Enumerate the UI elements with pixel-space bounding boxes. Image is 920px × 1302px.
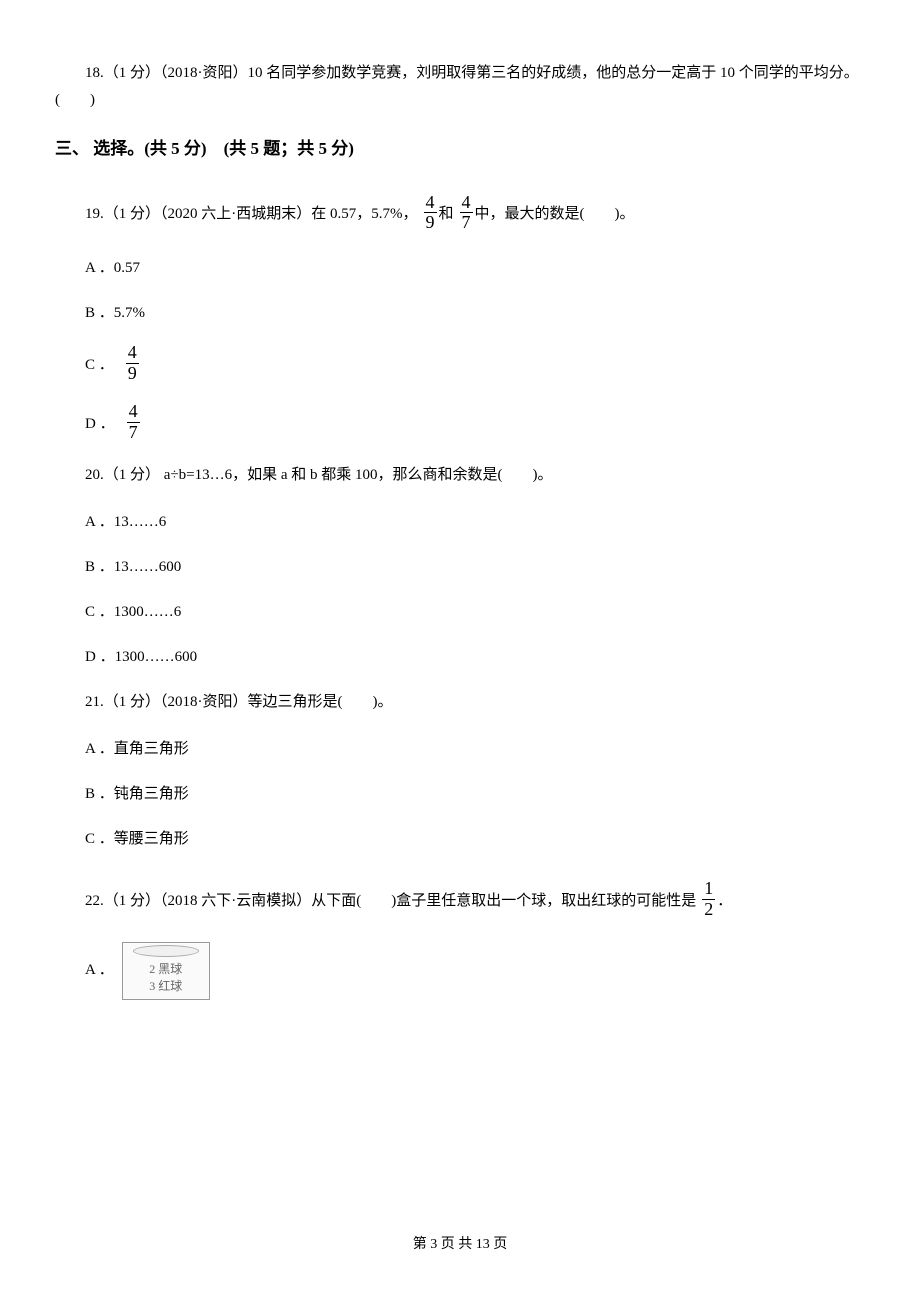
question-21: 21.（1 分）（2018·资阳）等边三角形是( )。 <box>55 689 865 716</box>
question-19-option-b: B ．5.7% <box>55 300 865 327</box>
question-22: 22.（1 分）（2018 六下·云南模拟）从下面( )盒子里任意取出一个球，取… <box>55 881 865 922</box>
question-18-text: 18.（1 分）（2018·资阳）10 名同学参加数学竞赛，刘明取得第三名的好成… <box>55 65 859 108</box>
question-18: 18.（1 分）（2018·资阳）10 名同学参加数学竞赛，刘明取得第三名的好成… <box>55 60 865 114</box>
section-3-heading: 三、 选择。(共 5 分) (共 5 题；共 5 分) <box>55 134 865 165</box>
question-21-text: 21.（1 分）（2018·资阳）等边三角形是( )。 <box>85 694 393 710</box>
question-21-option-c: C ．等腰三角形 <box>55 826 865 853</box>
fraction-4-7-option: 4 7 <box>127 402 140 443</box>
question-20-text: 20.（1 分） a÷b=13…6，如果 a 和 b 都乘 100，那么商和余数… <box>85 467 553 483</box>
question-21-option-a: A ．直角三角形 <box>55 736 865 763</box>
question-20: 20.（1 分） a÷b=13…6，如果 a 和 b 都乘 100，那么商和余数… <box>55 462 865 489</box>
question-22-option-a: A ． 2 黑球 3 红球 <box>55 942 865 1000</box>
box-icon: 2 黑球 3 红球 <box>122 942 210 1000</box>
fraction-4-7: 4 7 <box>460 193 473 234</box>
question-19-option-d: D ． 4 7 <box>55 404 865 445</box>
page-footer: 第 3 页 共 13 页 <box>0 1232 920 1257</box>
question-20-option-b: B ．13……600 <box>55 554 865 581</box>
question-20-option-d: D ．1300……600 <box>55 644 865 671</box>
question-19: 19.（1 分）（2020 六上·西城期末）在 0.57，5.7%， 4 9 和… <box>55 195 865 236</box>
fraction-1-2: 1 2 <box>702 879 715 920</box>
question-22-suffix: ． <box>717 888 732 915</box>
question-19-mid: 和 <box>439 201 454 228</box>
box-text: 2 黑球 3 红球 <box>123 961 209 995</box>
question-19-option-c: C ． 4 9 <box>55 345 865 386</box>
fraction-4-9: 4 9 <box>424 193 437 234</box>
question-19-option-a: A ．0.57 <box>55 255 865 282</box>
question-22-prefix: 22.（1 分）（2018 六下·云南模拟）从下面( )盒子里任意取出一个球，取… <box>85 888 696 915</box>
question-21-option-b: B ．钝角三角形 <box>55 781 865 808</box>
question-20-option-c: C ．1300……6 <box>55 599 865 626</box>
question-20-option-a: A ．13……6 <box>55 509 865 536</box>
fraction-4-9-option: 4 9 <box>126 343 139 384</box>
question-19-suffix: 中，最大的数是( )。 <box>475 201 635 228</box>
question-19-prefix: 19.（1 分）（2020 六上·西城期末）在 0.57，5.7%， <box>85 201 418 228</box>
